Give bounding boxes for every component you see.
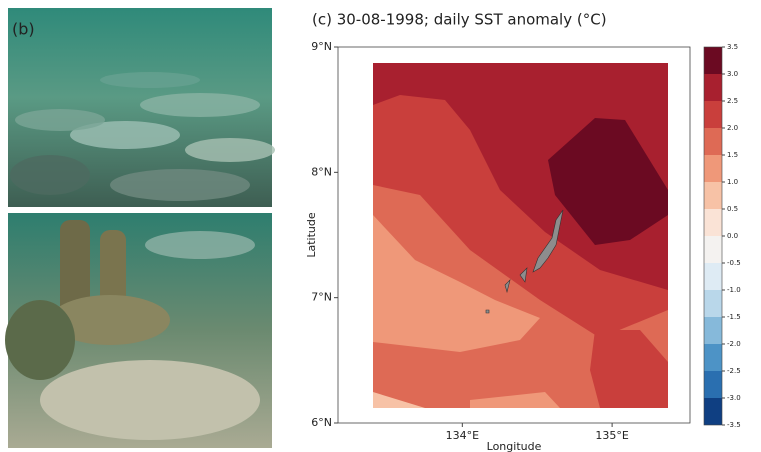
y-axis-label: Latitude: [305, 212, 318, 258]
page: (b) (c) 30-08-1998; daily SST anomaly (°…: [0, 0, 761, 452]
x-tick-label: 135°E: [595, 429, 628, 442]
colorbar-band: [704, 344, 722, 371]
colorbar-tick-label: -1.5: [727, 313, 741, 321]
y-tick-label: 7°N: [311, 291, 332, 304]
panel-label: (b): [12, 20, 35, 39]
colorbar-tick-label: -2.0: [727, 340, 741, 348]
colorbar-tick-label: -0.5: [727, 259, 741, 267]
chart-title: (c) 30-08-1998; daily SST anomaly (°C): [312, 11, 607, 29]
colorbar-band: [704, 128, 722, 155]
colorbar-band: [704, 47, 722, 74]
colorbar-band: [704, 74, 722, 101]
colorbar-band: [704, 398, 722, 425]
contours: [373, 63, 668, 408]
colorbar-band: [704, 371, 722, 398]
photo-bottom: [5, 213, 272, 448]
colorbar-band: [704, 317, 722, 344]
colorbar-tick-label: 3.0: [727, 70, 738, 78]
colorbar-tick-label: 3.5: [727, 43, 738, 51]
colorbar-tick-label: -2.5: [727, 367, 741, 375]
colorbar-band: [704, 182, 722, 209]
colorbar-tick-label: -1.0: [727, 286, 741, 294]
y-tick-label: 6°N: [311, 416, 332, 429]
colorbar-band: [704, 290, 722, 317]
colorbar-tick-label: 0.5: [727, 205, 738, 213]
colorbar-band: [704, 236, 722, 263]
colorbar-band: [704, 101, 722, 128]
colorbar-tick-label: -3.5: [727, 421, 741, 429]
x-axis-label: Longitude: [487, 440, 542, 452]
colorbar-band: [704, 263, 722, 290]
colorbar-tick-label: 2.0: [727, 124, 738, 132]
colorbar-band: [704, 155, 722, 182]
colorbar-band: [704, 209, 722, 236]
y-tick-label: 8°N: [311, 165, 332, 178]
colorbar-tick-label: 1.5: [727, 151, 738, 159]
colorbar-tick-label: 1.0: [727, 178, 738, 186]
colorbar-tick-label: 0.0: [727, 232, 738, 240]
photo-top: [8, 8, 275, 207]
colorbar-tick-label: 2.5: [727, 97, 738, 105]
x-tick-label: 134°E: [446, 429, 479, 442]
colorbar-tick-label: -3.0: [727, 394, 741, 402]
y-tick-label: 9°N: [311, 40, 332, 53]
figure: (b) (c) 30-08-1998; daily SST anomaly (°…: [0, 0, 761, 452]
